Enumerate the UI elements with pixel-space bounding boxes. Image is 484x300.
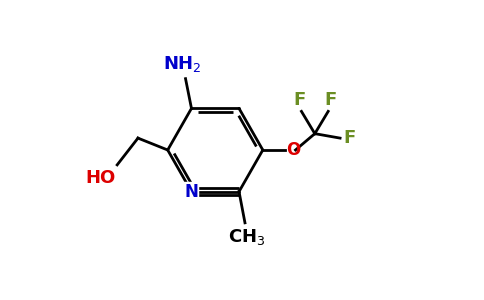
- Text: O: O: [286, 141, 300, 159]
- Text: CH$_3$: CH$_3$: [228, 227, 265, 247]
- Text: F: F: [324, 91, 337, 109]
- Text: NH$_2$: NH$_2$: [163, 54, 202, 74]
- Text: N: N: [184, 183, 198, 201]
- Text: HO: HO: [86, 169, 116, 187]
- Text: F: F: [293, 91, 305, 109]
- Text: F: F: [344, 129, 356, 147]
